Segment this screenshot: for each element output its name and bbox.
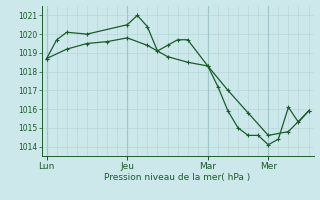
X-axis label: Pression niveau de la mer( hPa ): Pression niveau de la mer( hPa ) bbox=[104, 173, 251, 182]
